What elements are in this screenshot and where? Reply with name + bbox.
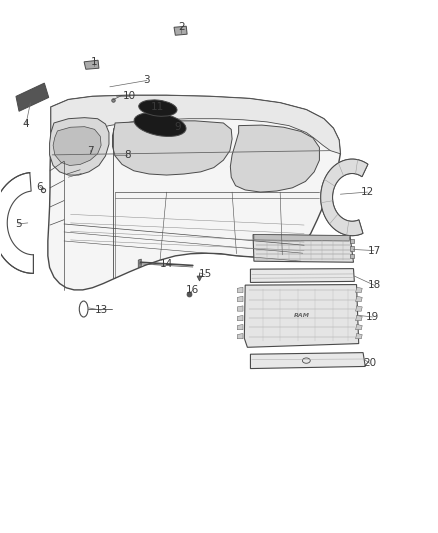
Polygon shape xyxy=(251,269,354,282)
Polygon shape xyxy=(51,95,340,155)
Polygon shape xyxy=(350,254,354,258)
Polygon shape xyxy=(350,246,354,251)
Polygon shape xyxy=(356,296,362,302)
Polygon shape xyxy=(237,306,243,311)
Polygon shape xyxy=(237,325,243,330)
Ellipse shape xyxy=(139,100,177,116)
Polygon shape xyxy=(356,334,362,339)
Text: 8: 8 xyxy=(124,150,131,160)
Polygon shape xyxy=(113,121,232,175)
Polygon shape xyxy=(237,287,243,293)
Text: 17: 17 xyxy=(367,246,381,255)
Polygon shape xyxy=(48,95,340,290)
Text: 16: 16 xyxy=(186,286,199,295)
Text: RAM: RAM xyxy=(294,313,310,318)
Text: 14: 14 xyxy=(160,259,173,269)
Text: 5: 5 xyxy=(15,219,21,229)
Polygon shape xyxy=(251,353,365,368)
Polygon shape xyxy=(321,159,368,236)
Ellipse shape xyxy=(134,112,186,136)
Text: 15: 15 xyxy=(198,270,212,279)
Text: 6: 6 xyxy=(37,182,43,192)
Polygon shape xyxy=(78,143,100,159)
Text: 11: 11 xyxy=(151,102,165,112)
Text: 18: 18 xyxy=(367,280,381,290)
Polygon shape xyxy=(138,259,141,268)
Polygon shape xyxy=(356,325,362,330)
Polygon shape xyxy=(174,26,187,35)
Text: 13: 13 xyxy=(95,305,108,315)
Polygon shape xyxy=(49,118,109,175)
Polygon shape xyxy=(0,0,438,31)
Polygon shape xyxy=(230,125,319,192)
Polygon shape xyxy=(237,296,243,302)
Text: 3: 3 xyxy=(144,76,150,85)
Text: 9: 9 xyxy=(174,122,181,132)
Polygon shape xyxy=(253,235,353,262)
Text: 1: 1 xyxy=(91,57,98,67)
Text: 4: 4 xyxy=(23,119,29,129)
Text: 20: 20 xyxy=(363,358,376,368)
Polygon shape xyxy=(237,334,243,339)
Polygon shape xyxy=(237,316,243,321)
Text: 7: 7 xyxy=(87,146,93,156)
Polygon shape xyxy=(356,287,362,293)
Polygon shape xyxy=(356,306,362,311)
Text: 10: 10 xyxy=(123,91,136,101)
Polygon shape xyxy=(254,235,350,241)
Polygon shape xyxy=(16,83,49,111)
Polygon shape xyxy=(84,60,99,69)
Polygon shape xyxy=(53,127,101,165)
Text: 12: 12 xyxy=(361,187,374,197)
Polygon shape xyxy=(244,285,359,348)
Text: 19: 19 xyxy=(366,312,379,322)
Polygon shape xyxy=(356,316,362,321)
Polygon shape xyxy=(350,239,354,243)
Text: 2: 2 xyxy=(179,22,185,33)
